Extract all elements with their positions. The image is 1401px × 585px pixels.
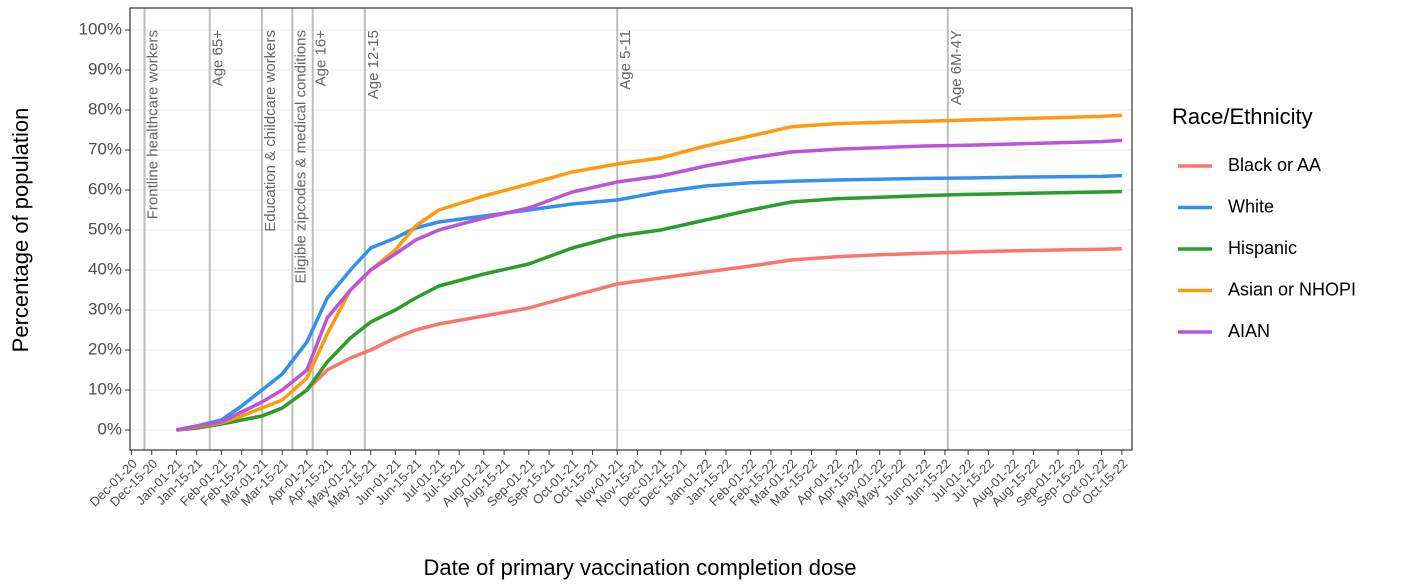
legend-label: AIAN: [1228, 321, 1270, 341]
annotation-label: Age 12-15: [365, 30, 382, 99]
series-line: [176, 189, 1122, 432]
annotation-label: Age 16+: [313, 30, 330, 87]
y-tick-label: 40%: [88, 259, 122, 278]
series-line: [176, 113, 1122, 432]
legend-label: White: [1228, 196, 1274, 216]
series-line: [176, 173, 1122, 432]
x-axis-title: Date of primary vaccination completion d…: [424, 555, 857, 580]
legend-title: Race/Ethnicity: [1172, 104, 1313, 129]
annotation-label: Age 5-11: [617, 30, 634, 90]
y-tick-label: 80%: [88, 99, 122, 118]
y-tick-label: 100%: [79, 19, 122, 38]
legend-label: Asian or NHOPI: [1228, 279, 1356, 299]
legend-label: Hispanic: [1228, 238, 1297, 258]
y-tick-label: 10%: [88, 379, 122, 398]
y-tick-label: 60%: [88, 179, 122, 198]
annotation-label: Eligible zipcodes & medical conditions: [292, 30, 309, 283]
y-tick-label: 0%: [97, 419, 122, 438]
annotation-label: Frontline healthcare workers: [144, 30, 161, 219]
annotation-label: Education & childcare workers: [262, 30, 279, 232]
legend-label: Black or AA: [1228, 155, 1321, 175]
series-line: [176, 138, 1122, 432]
y-tick-label: 30%: [88, 299, 122, 318]
y-tick-label: 70%: [88, 139, 122, 158]
plot-border: [129, 7, 1133, 451]
y-axis-title: Percentage of population: [8, 108, 33, 353]
y-tick-label: 90%: [88, 59, 122, 78]
y-tick-label: 20%: [88, 339, 122, 358]
annotation-label: Age 65+: [210, 30, 227, 87]
annotation-label: Age 6M-4Y: [948, 30, 965, 105]
y-tick-label: 50%: [88, 219, 122, 238]
